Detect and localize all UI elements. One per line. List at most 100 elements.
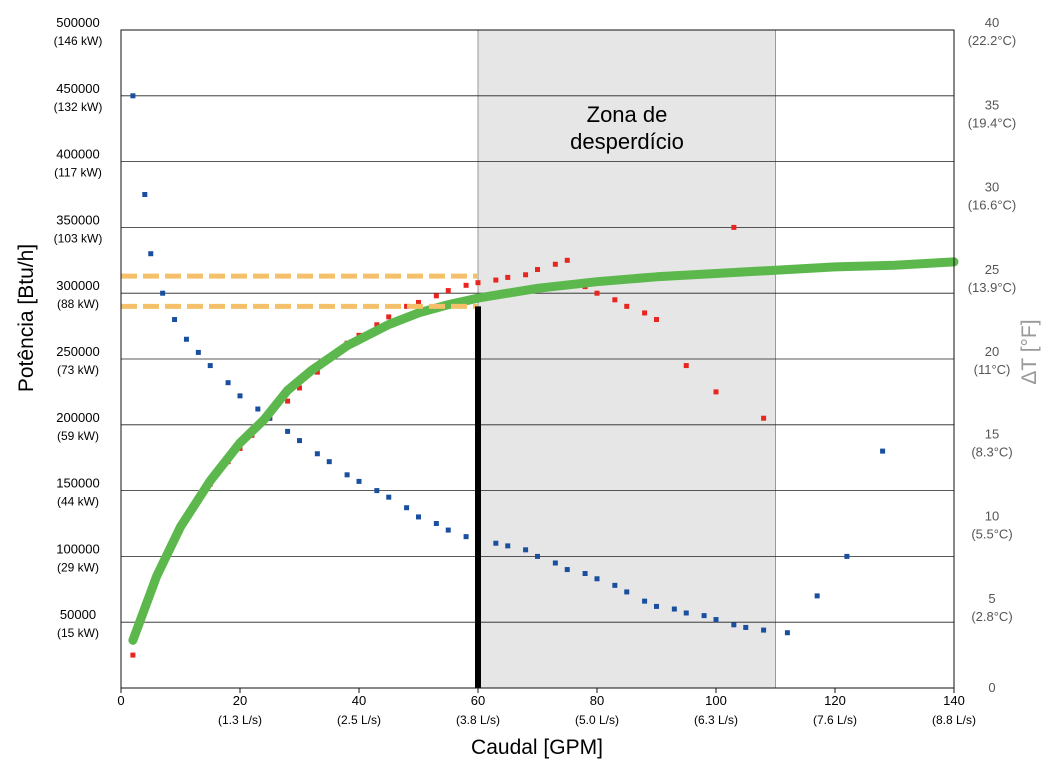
waste-zone-label-line1: Zona de — [587, 102, 668, 127]
data-point — [701, 613, 707, 619]
waste-zone-label-line2: desperdício — [570, 129, 684, 154]
data-point — [285, 428, 291, 434]
data-point — [642, 598, 648, 604]
data-point — [671, 606, 677, 612]
data-point — [564, 567, 570, 573]
data-point — [523, 547, 529, 553]
data-point — [416, 514, 421, 520]
data-point — [594, 290, 600, 296]
tick-labels-layer: 0 20 (1.3 L/s) 40 (2.5 L/s) 60 (3.8 L/s) 80 (5.0… — [54, 15, 1017, 727]
x-tick-sublabel: (5.0 L/s) — [575, 713, 619, 727]
x-tick-sublabel: (1.3 L/s) — [218, 713, 262, 727]
x-tick-sublabel: (6.3 L/s) — [694, 713, 738, 727]
data-point — [743, 624, 749, 630]
x-tick-label: 20 — [233, 693, 247, 708]
y2-tick-sublabel: (5.5°C) — [971, 527, 1012, 542]
plot-frame-layer — [120, 29, 955, 693]
data-point — [344, 472, 350, 478]
data-point — [654, 603, 659, 609]
data-point — [433, 521, 439, 526]
y2-tick-label: 10 — [985, 509, 999, 524]
data-point — [844, 553, 850, 559]
y-tick-sublabel: (29 kW) — [57, 560, 99, 574]
data-point — [172, 317, 178, 323]
data-point — [314, 451, 320, 457]
data-point — [183, 336, 189, 342]
data-point — [713, 389, 719, 395]
data-point — [374, 488, 380, 494]
y2-tick-label: 15 — [985, 426, 999, 441]
data-point — [642, 310, 648, 316]
y2-tick-label: 0 — [988, 680, 995, 695]
data-point — [404, 505, 410, 511]
y-tick-label: 350000 — [56, 212, 99, 227]
data-point — [761, 415, 767, 421]
y-tick-label: 200000 — [56, 410, 99, 425]
data-point — [713, 617, 719, 623]
x-tick-label: 140 — [943, 693, 965, 708]
data-point — [683, 363, 689, 369]
data-point — [624, 589, 630, 595]
data-point — [463, 534, 469, 540]
data-point — [195, 349, 201, 355]
data-point — [433, 293, 439, 299]
data-point — [683, 610, 689, 616]
y2-tick-label: 40 — [985, 15, 999, 30]
data-point — [148, 251, 154, 257]
data-point — [416, 299, 421, 305]
y2-tick-sublabel: (19.4°C) — [968, 115, 1017, 130]
x-tick-label: 60 — [471, 693, 485, 708]
data-point — [225, 380, 231, 386]
data-point — [297, 385, 302, 391]
data-point — [612, 582, 618, 588]
y-tick-sublabel: (103 kW) — [54, 231, 103, 245]
y-tick-sublabel: (132 kW) — [54, 100, 103, 114]
data-point — [374, 322, 380, 328]
data-point — [535, 267, 540, 273]
x-tick-label: 0 — [117, 693, 124, 708]
data-point — [130, 652, 136, 658]
data-point — [493, 540, 499, 546]
trend-line — [128, 257, 959, 645]
data-point — [624, 303, 630, 309]
y-tick-label: 500000 — [56, 15, 99, 30]
y-axis-title: Potência [Btu/h] — [15, 244, 38, 392]
data-point — [314, 369, 320, 375]
x-tick-label: 120 — [824, 693, 846, 708]
data-point — [285, 398, 291, 404]
data-point — [207, 363, 213, 369]
y2-tick-label: 35 — [985, 97, 999, 112]
data-point — [386, 314, 392, 320]
data-point — [731, 224, 737, 230]
y-tick-label: 100000 — [56, 541, 99, 556]
data-point — [326, 459, 332, 465]
data-point — [356, 478, 362, 484]
x-tick-sublabel: (8.8 L/s) — [932, 713, 976, 727]
y-tick-sublabel: (73 kW) — [57, 363, 99, 377]
data-point — [445, 288, 451, 294]
y2-tick-sublabel: (13.9°C) — [968, 280, 1017, 295]
data-point — [505, 274, 511, 280]
x-tick-sublabel: (2.5 L/s) — [337, 713, 381, 727]
x-tick-sublabel: (7.6 L/s) — [813, 713, 857, 727]
data-point — [654, 317, 659, 323]
data-point — [160, 290, 166, 296]
data-point — [445, 527, 451, 533]
data-point — [594, 576, 600, 582]
data-point — [880, 448, 886, 454]
y2-tick-label: 5 — [988, 591, 995, 606]
data-point — [130, 93, 136, 99]
y-tick-label: 250000 — [56, 344, 99, 359]
data-point — [784, 630, 790, 636]
y-tick-sublabel: (117 kW) — [54, 166, 102, 180]
data-point — [505, 543, 511, 549]
y-tick-sublabel: (88 kW) — [57, 297, 99, 311]
y-tick-label: 450000 — [56, 81, 99, 96]
y2-tick-label: 30 — [985, 180, 999, 195]
data-point — [582, 571, 588, 577]
data-point — [463, 282, 469, 288]
data-point — [731, 622, 737, 628]
data-point — [255, 406, 261, 412]
y-tick-label: 400000 — [56, 147, 99, 162]
